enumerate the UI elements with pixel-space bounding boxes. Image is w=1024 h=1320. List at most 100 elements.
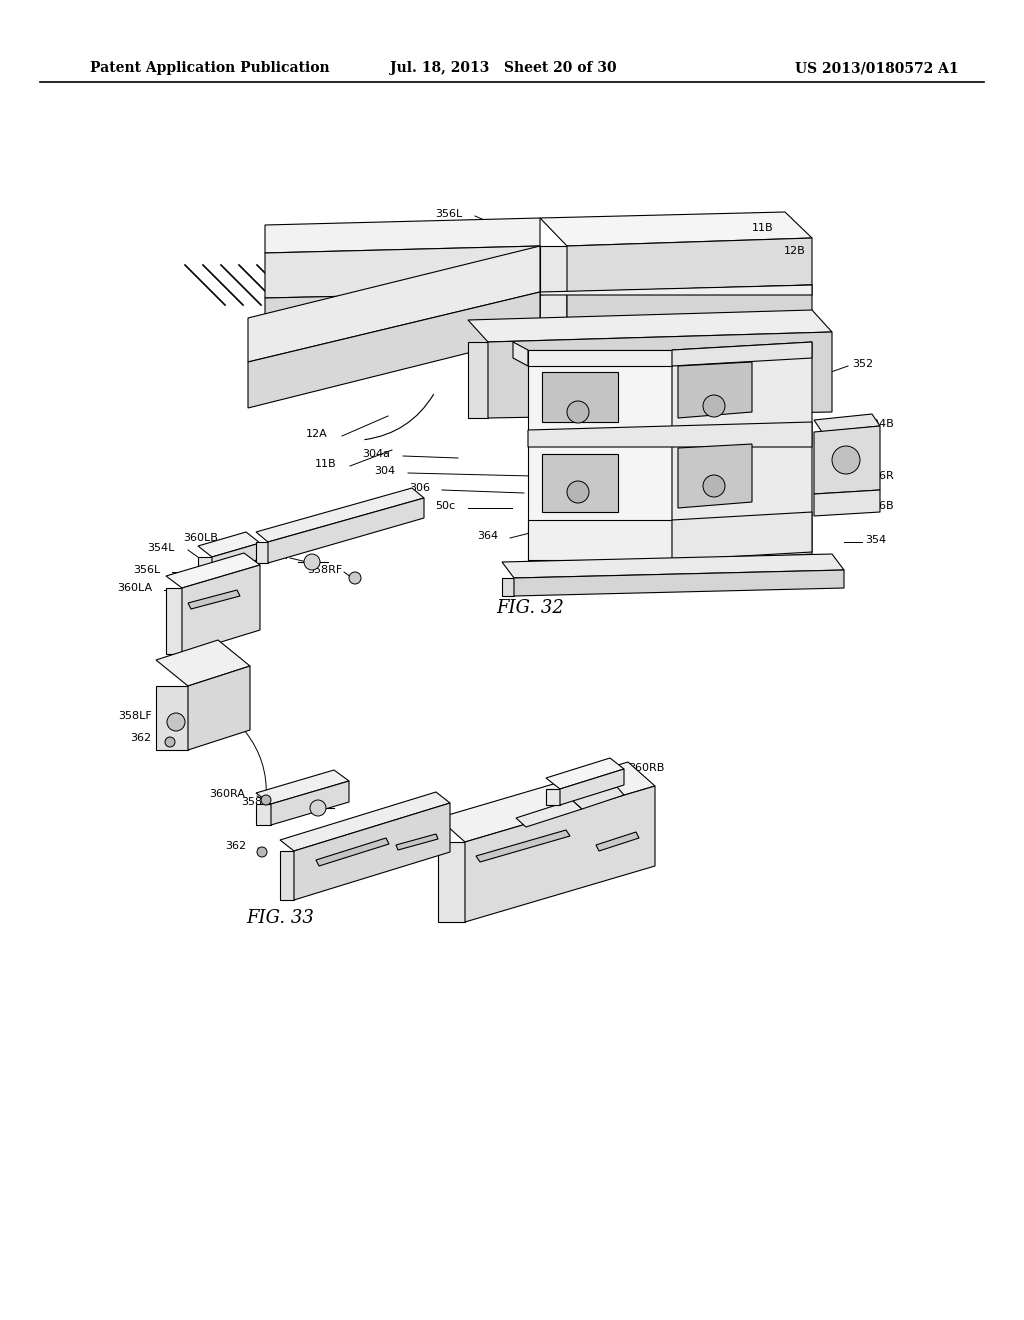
Polygon shape [438,762,655,842]
Polygon shape [156,686,188,750]
Text: 352: 352 [852,359,873,370]
Polygon shape [528,350,672,366]
Text: 362: 362 [130,733,151,743]
Polygon shape [540,213,812,246]
Text: FIG. 33: FIG. 33 [246,909,314,927]
Polygon shape [476,830,570,862]
Polygon shape [438,842,465,921]
Polygon shape [672,342,812,562]
Polygon shape [678,362,752,418]
Text: 360LA: 360LA [117,583,152,593]
Text: FIG. 32: FIG. 32 [496,599,564,616]
Polygon shape [396,834,438,850]
Polygon shape [528,520,672,560]
Circle shape [167,713,185,731]
Text: 50c: 50c [435,502,455,511]
Polygon shape [672,342,812,366]
Text: 358LM: 358LM [251,550,288,561]
Text: 304: 304 [374,466,395,477]
Text: 356L: 356L [133,565,160,576]
Polygon shape [294,803,450,900]
Polygon shape [182,565,260,653]
Text: 362: 362 [225,841,246,851]
Text: 306A: 306A [599,554,628,565]
Polygon shape [528,422,812,447]
Text: 11B: 11B [752,223,773,234]
Circle shape [567,401,589,422]
Text: 354: 354 [865,535,886,545]
Polygon shape [188,590,240,609]
Text: 304B: 304B [865,418,894,429]
Polygon shape [540,292,567,335]
Text: 356R: 356R [865,471,894,480]
Polygon shape [156,640,250,686]
Polygon shape [814,426,880,494]
Polygon shape [678,444,752,508]
Text: 356R: 356R [313,866,342,876]
Polygon shape [528,350,672,562]
Polygon shape [572,787,624,809]
Polygon shape [465,785,655,921]
Polygon shape [256,770,349,804]
Text: 354R: 354R [587,816,615,826]
Polygon shape [502,554,844,578]
Text: 360RB: 360RB [628,763,665,774]
Text: 306B: 306B [865,502,894,511]
Polygon shape [542,454,618,512]
Circle shape [349,572,361,583]
Polygon shape [546,789,560,805]
Polygon shape [265,292,540,342]
Polygon shape [271,781,349,825]
Polygon shape [672,512,812,560]
Polygon shape [256,543,268,564]
Circle shape [261,795,271,805]
Polygon shape [265,246,540,298]
Text: 12A: 12A [306,429,328,440]
Polygon shape [814,490,880,516]
Polygon shape [560,770,624,805]
Text: 304a: 304a [362,449,390,459]
Polygon shape [212,543,260,573]
Polygon shape [596,832,639,851]
Polygon shape [256,488,424,543]
Polygon shape [280,792,450,851]
Text: 354L: 354L [147,543,175,553]
Polygon shape [198,532,260,557]
Polygon shape [248,246,540,362]
Text: Jul. 18, 2013   Sheet 20 of 30: Jul. 18, 2013 Sheet 20 of 30 [390,61,616,75]
Polygon shape [248,292,540,408]
Polygon shape [188,667,250,750]
Polygon shape [514,570,844,597]
Circle shape [703,475,725,498]
Polygon shape [280,851,294,900]
Text: 12B: 12B [784,246,806,256]
Polygon shape [468,310,831,342]
Text: US 2013/0180572 A1: US 2013/0180572 A1 [795,61,958,75]
Text: 360RA: 360RA [209,789,245,799]
Polygon shape [567,238,812,292]
Text: 364: 364 [477,531,498,541]
Circle shape [567,480,589,503]
Text: 358RF: 358RF [307,565,342,576]
Polygon shape [256,804,271,825]
Text: 11B: 11B [314,459,336,469]
Polygon shape [540,285,812,294]
Polygon shape [814,414,880,432]
Circle shape [165,737,175,747]
Polygon shape [468,342,488,418]
Text: Patent Application Publication: Patent Application Publication [90,61,330,75]
Polygon shape [546,758,624,789]
Polygon shape [567,285,812,335]
Polygon shape [542,372,618,422]
Polygon shape [513,342,528,366]
Polygon shape [166,553,260,587]
Circle shape [831,446,860,474]
Polygon shape [540,246,567,292]
Polygon shape [166,587,182,653]
Circle shape [703,395,725,417]
Circle shape [310,800,326,816]
Circle shape [257,847,267,857]
Text: 300: 300 [772,549,793,558]
Circle shape [304,554,319,570]
Text: 306: 306 [409,483,430,492]
